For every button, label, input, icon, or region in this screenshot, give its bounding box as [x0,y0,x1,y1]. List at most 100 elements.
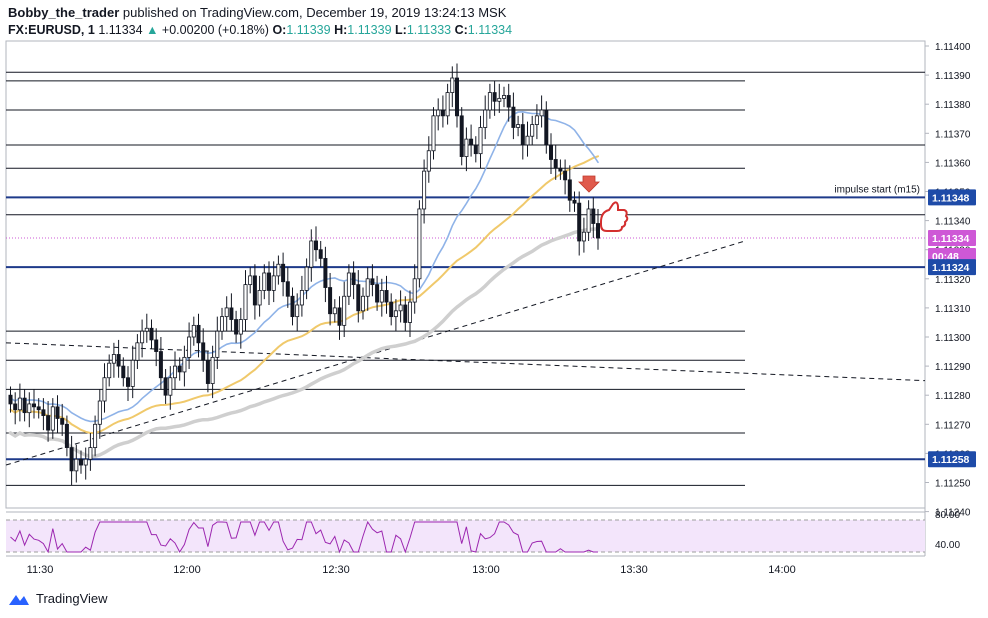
candle-body [229,307,234,320]
candle-body [492,92,497,102]
close-value: 1.11334 [467,23,513,37]
hand-shape [600,201,629,232]
candle [79,450,84,474]
candle-body [13,403,18,411]
price-pane-frame [5,40,926,509]
candle [492,80,497,116]
candle [60,403,65,436]
candle-body [450,77,455,93]
candle-body [144,327,149,332]
candle-body [313,240,318,251]
candle [478,115,483,169]
candle [196,313,201,358]
candle-body [497,97,502,102]
price-tag-label: 1.11258 [932,454,970,466]
candle-body [426,150,431,172]
candle-body [337,307,342,326]
ma-gray-line [8,227,600,459]
candle-body [205,359,210,384]
candle [299,275,304,317]
ma-gold-line [9,155,599,435]
candle-body [224,307,229,318]
candle [313,226,318,262]
tradingview-logo[interactable]: TradingView [8,591,108,606]
price-tag-label: 1.11334 [932,233,970,245]
candle-body [332,307,337,315]
candle-body [586,208,591,233]
author-name[interactable]: Bobby_the_trader [8,5,120,20]
last-price: 1.11334 [98,23,143,37]
candle [534,104,539,140]
candle [205,351,210,393]
candle [544,101,549,154]
candle [238,307,243,349]
candle [398,290,403,323]
symbol-name[interactable]: FX:EURUSD, 1 [8,23,95,37]
candle-body [459,115,464,157]
candle-body [248,275,253,286]
rsi-tick-label: 40.00 [935,540,960,551]
candle [140,319,145,358]
candle [553,144,558,180]
candle-body [417,208,422,280]
candle [163,369,168,404]
candle-body [285,281,290,297]
falling-trendline [5,342,926,382]
candle-body [309,240,314,268]
candle [511,92,516,140]
candle [290,287,295,326]
x-tick-label: 13:00 [472,564,500,576]
candle-body [116,354,121,367]
y-tick-label: 1.11400 [935,42,971,53]
candle-body [464,138,469,157]
candle-body [445,92,450,117]
candle [285,267,290,308]
key-price-tag: 1.11348 [928,189,976,206]
key-price-tag: 1.11258 [928,451,976,468]
candle-body [210,356,215,384]
candle-body [407,301,412,323]
candle [318,240,323,268]
candle [450,66,455,108]
y-tick-label: 1.11240 [935,508,971,519]
candle [248,267,253,294]
candle [563,159,568,195]
candle-body [252,275,257,306]
price-tag-bg [928,259,976,276]
candle-body [257,290,262,306]
close-label: C: [454,23,468,37]
candle [389,293,394,326]
candle [440,95,445,128]
candle-body [525,135,530,146]
candle [69,435,74,486]
candle [177,357,182,381]
candle [271,261,276,303]
candle [360,287,365,320]
candle [436,98,441,131]
x-tick-label: 11:30 [27,564,54,576]
candle [581,217,586,253]
candle-body [323,258,328,288]
candle-body [558,167,563,172]
candle [215,316,220,370]
low-label: L: [395,23,407,37]
candle [520,112,525,160]
candle [403,296,408,332]
candle [501,86,506,108]
candle-body [318,249,323,259]
x-tick-label: 14:00 [768,564,796,576]
x-tick-label: 12:00 [173,564,201,576]
price-tag-label: 1.11324 [932,262,970,274]
candle [41,398,46,431]
candle [219,307,224,340]
candle-body [473,144,478,155]
candle [158,337,163,390]
candle [262,264,267,300]
pointing-hand-icon [600,201,629,232]
candle-body [553,159,558,169]
candle-body [520,124,525,146]
candle-body [177,365,182,373]
candle-body [299,290,304,306]
rsi-line [10,520,598,554]
